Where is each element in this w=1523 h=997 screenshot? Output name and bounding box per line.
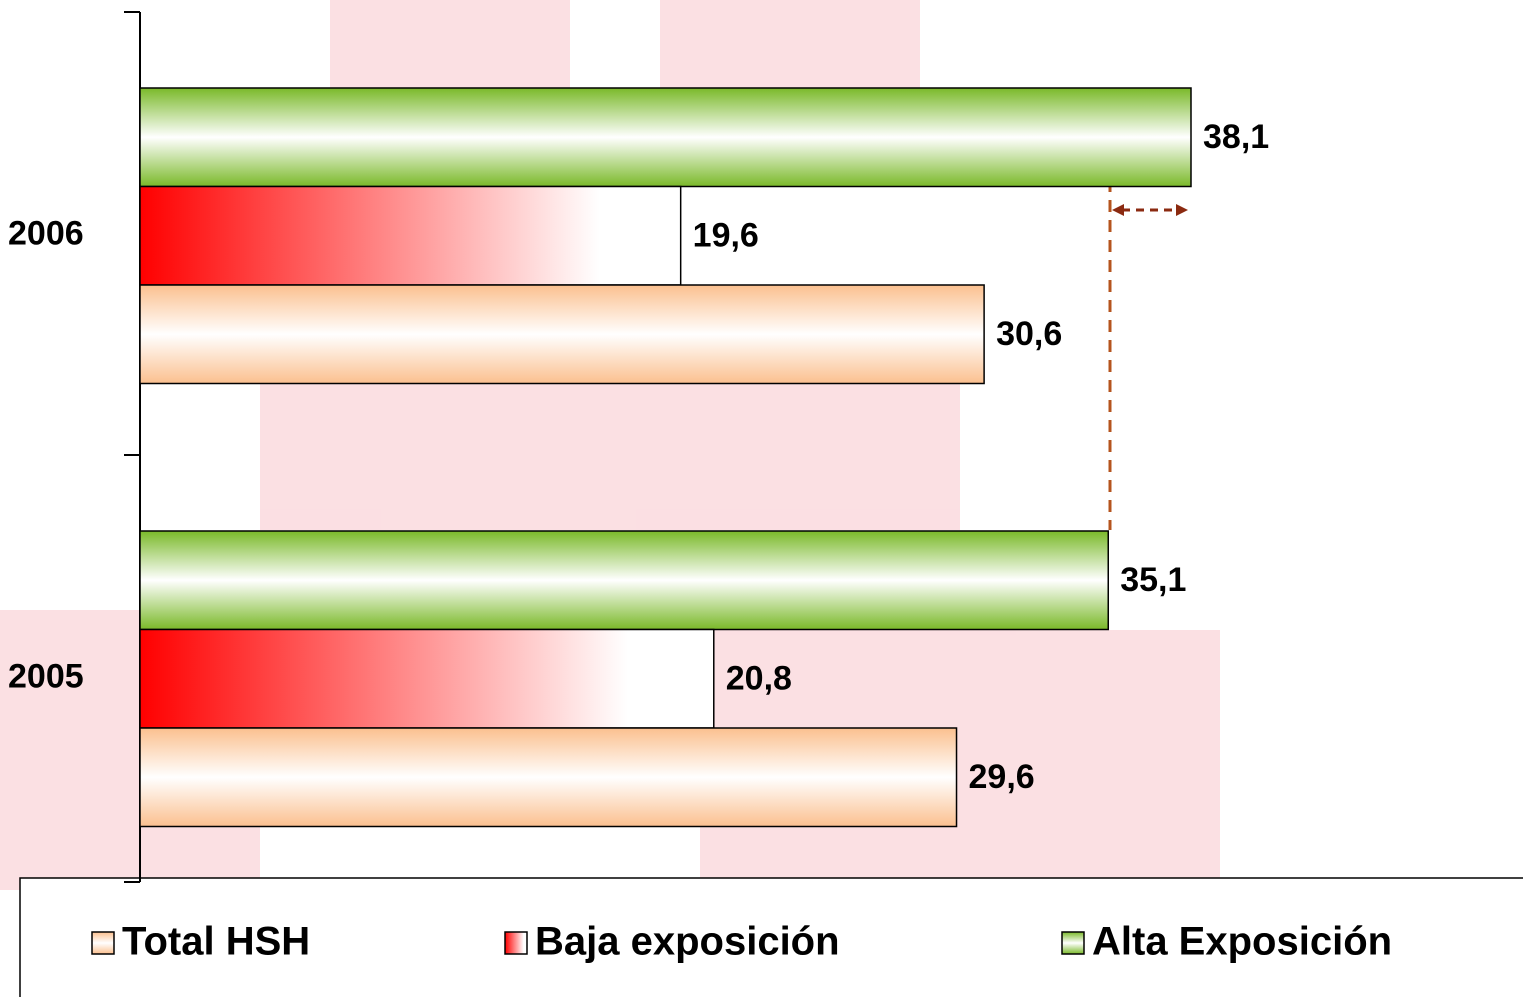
category-label: 2005 [8, 658, 84, 696]
legend-swatch [504, 931, 528, 955]
legend-swatch [91, 931, 115, 955]
legend-swatch [1061, 931, 1085, 955]
bar [139, 284, 985, 385]
bar [139, 628, 715, 729]
legend-label: Alta Exposición [1092, 920, 1392, 964]
bar [139, 727, 958, 828]
value-label: 38,1 [1203, 118, 1269, 156]
legend-label: Total HSH [122, 920, 310, 964]
bar [139, 530, 1109, 631]
legend-box [19, 877, 1523, 997]
value-label: 35,1 [1120, 561, 1186, 599]
bar [139, 185, 682, 286]
bar [139, 87, 1192, 188]
legend-label: Baja exposición [535, 920, 840, 964]
annotation-arrow [1108, 180, 1188, 530]
value-label: 29,6 [969, 758, 1035, 796]
value-label: 20,8 [726, 660, 792, 698]
value-label: 19,6 [693, 217, 759, 255]
value-label: 30,6 [996, 315, 1062, 353]
category-label: 2006 [8, 215, 84, 253]
